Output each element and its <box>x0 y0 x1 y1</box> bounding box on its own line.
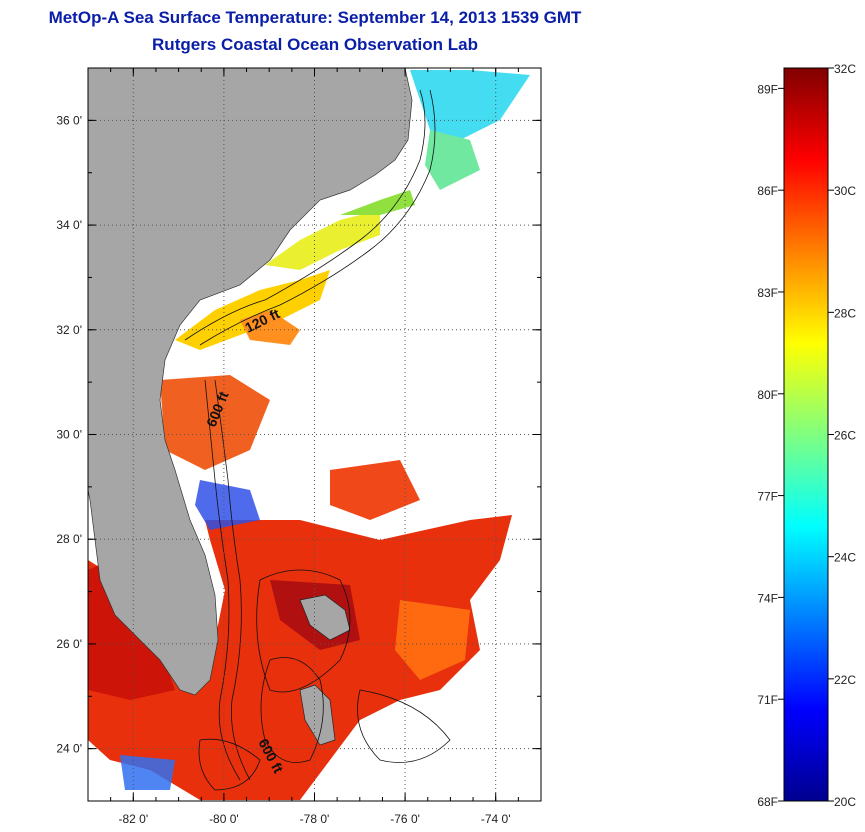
lat-label: 24 0' <box>56 742 82 756</box>
fahrenheit-label: 74F <box>757 591 778 605</box>
fahrenheit-label: 77F <box>757 490 778 504</box>
celsius-label: 20C <box>834 795 856 809</box>
fahrenheit-label: 89F <box>757 82 778 96</box>
sst-nc-green <box>340 190 415 215</box>
lat-label: 28 0' <box>56 532 82 546</box>
map-title: MetOp-A Sea Surface Temperature: Septemb… <box>48 8 582 27</box>
sst-north-cyan <box>410 70 530 140</box>
lon-label: -78 0' <box>300 812 330 826</box>
fahrenheit-label: 80F <box>757 388 778 402</box>
lat-label: 26 0' <box>56 637 82 651</box>
celsius-label: 30C <box>834 184 856 198</box>
lat-label: 32 0' <box>56 323 82 337</box>
fahrenheit-label: 86F <box>757 184 778 198</box>
graticule <box>87 67 542 802</box>
lon-label: -80 0' <box>209 812 239 826</box>
lake-okeechobee <box>175 592 195 615</box>
sst-ga-patch <box>160 375 270 470</box>
sst-warm-region <box>88 515 512 800</box>
fahrenheit-label: 71F <box>757 693 778 707</box>
bathymetry-contours <box>184 89 451 791</box>
lon-label: -76 0' <box>390 812 420 826</box>
sst-mid-patch <box>330 460 420 520</box>
sst-data-layer <box>88 70 530 800</box>
celsius-label: 28C <box>834 306 856 320</box>
lon-label: -74 0' <box>481 812 511 826</box>
sst-cool-patch <box>195 480 260 530</box>
fahrenheit-label: 68F <box>757 795 778 809</box>
sst-keys-cool-patch <box>120 755 175 790</box>
axis-labels: 36 0' 34 0' 32 0' 30 0' 28 0' 26 0' 24 0' -82 0… <box>56 113 510 826</box>
map-subtitle: Rutgers Coastal Ocean Observation Lab <box>152 35 478 54</box>
bahamas-island <box>299 594 351 641</box>
lat-label: 30 0' <box>56 428 82 442</box>
celsius-label: 26C <box>834 429 856 443</box>
sst-nc-shelf <box>265 210 380 270</box>
lat-label: 34 0' <box>56 218 82 232</box>
celsius-label: 22C <box>834 673 856 687</box>
sst-north-green <box>425 130 480 190</box>
celsius-label: 24C <box>834 551 856 565</box>
sst-shelf-yellow <box>175 270 330 350</box>
colorbar-gradient <box>783 67 829 802</box>
fahrenheit-label: 83F <box>757 286 778 300</box>
lat-label: 36 0' <box>56 113 82 127</box>
celsius-label: 32C <box>834 62 856 76</box>
sst-sc-orange <box>240 310 300 345</box>
lon-label: -82 0' <box>118 812 148 826</box>
sst-east-patch <box>395 600 470 680</box>
map-frame <box>87 67 542 802</box>
